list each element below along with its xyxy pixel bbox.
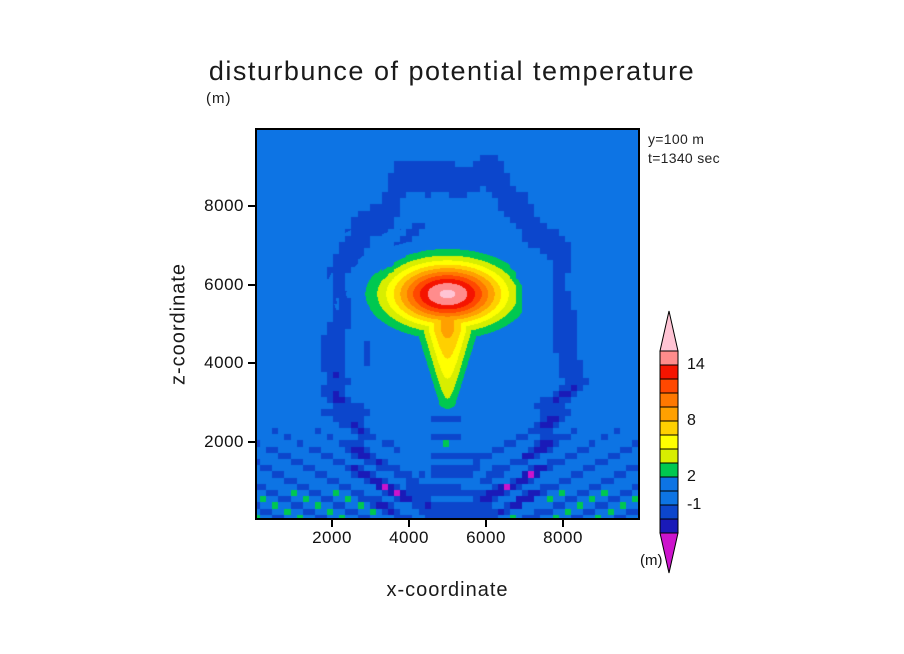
colorbar-tick-label: -1 — [687, 496, 702, 513]
x-axis-label: x-coordinate — [386, 579, 509, 601]
z-axis-tick-label: 8000 — [204, 196, 244, 216]
z-axis-tick — [248, 440, 255, 443]
x-axis-tick — [331, 520, 333, 527]
x-axis-tick — [485, 520, 487, 527]
annotation-y-slice: y=100 m — [648, 131, 705, 147]
plot-area — [255, 128, 640, 520]
colorbar-band — [659, 490, 679, 506]
chart-title: disturbunce of potential temperature — [208, 56, 696, 86]
z-axis-tick-label: 2000 — [204, 431, 244, 451]
colorbar-tick-label: 14 — [687, 356, 705, 373]
z-axis-tick-label: 6000 — [204, 274, 244, 294]
x-axis-tick-label: 6000 — [466, 528, 506, 547]
x-axis-tick — [562, 520, 564, 527]
x-axis-tick-label: 8000 — [543, 528, 583, 547]
colorbar-band — [659, 462, 679, 478]
colorbar-band — [659, 392, 679, 408]
x-axis-tick-label: 4000 — [389, 528, 429, 547]
x-axis-tick — [408, 520, 410, 527]
colorbar-band — [659, 518, 679, 534]
colorbar-tick-label: 2 — [687, 468, 696, 485]
colorbar-units: (m) — [640, 552, 663, 569]
colorbar-band — [659, 420, 679, 436]
x-axis-tick-label: 2000 — [312, 528, 352, 547]
y-axis-units: (m) — [206, 90, 232, 107]
colorbar-under-arrow — [659, 532, 679, 574]
colorbar — [659, 310, 679, 574]
slice-annotations: y=100 m t=1340 sec — [648, 130, 720, 168]
annotation-time: t=1340 sec — [648, 150, 720, 166]
z-axis-tick — [248, 362, 255, 365]
colorbar-band — [659, 364, 679, 380]
contour-canvas — [257, 130, 638, 518]
z-axis-tick — [248, 205, 255, 208]
z-axis-tick-label: 4000 — [204, 353, 244, 373]
z-axis-tick — [248, 283, 255, 286]
colorbar-band — [659, 448, 679, 464]
colorbar-band — [659, 350, 679, 366]
colorbar-band — [659, 434, 679, 450]
colorbar-tick-label: 8 — [687, 412, 696, 429]
colorbar-over-arrow — [659, 310, 679, 352]
colorbar-band — [659, 406, 679, 422]
colorbar-band — [659, 476, 679, 492]
colorbar-band — [659, 378, 679, 394]
colorbar-band — [659, 504, 679, 520]
